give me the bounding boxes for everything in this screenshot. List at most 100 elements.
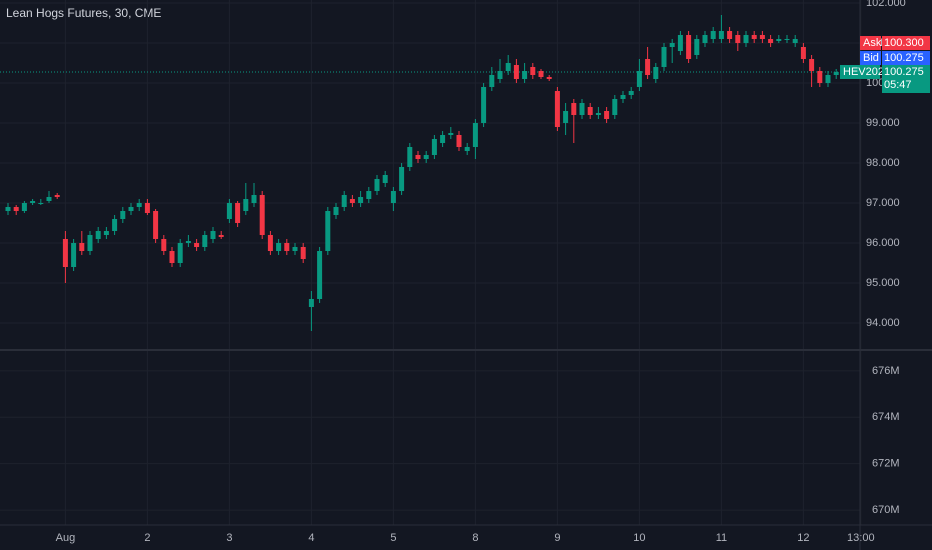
candle-body (759, 35, 765, 39)
candle-body (587, 107, 593, 115)
candle-body (768, 39, 774, 43)
candle-body (71, 243, 77, 267)
x-tick-label: 11 (716, 532, 727, 544)
candle-body (194, 243, 200, 247)
x-tick-label: 10 (633, 532, 645, 544)
y-tick-label: 676M (872, 365, 900, 377)
x-tick-label: 8 (472, 532, 478, 544)
candle-body (95, 231, 101, 239)
candle-body (800, 47, 806, 59)
candle-body (833, 72, 839, 75)
x-tick-label: Aug (56, 532, 76, 544)
candle-body (235, 203, 241, 223)
candle-body (464, 147, 470, 151)
candle-body (825, 75, 831, 83)
candle-body (677, 35, 683, 51)
candle-body (563, 111, 569, 123)
x-tick-label: 2 (144, 532, 150, 544)
candle-body (735, 35, 741, 43)
candle-body (645, 59, 651, 75)
candle-body (202, 235, 208, 247)
candle-body (686, 35, 692, 59)
candle-body (809, 59, 815, 71)
candle-body (538, 71, 544, 77)
candle-body (661, 47, 667, 67)
candle-body (87, 235, 93, 251)
candle-body (136, 203, 142, 207)
candle-body (653, 67, 659, 79)
candle-body (144, 203, 150, 213)
candle-body (440, 135, 446, 143)
y-tick-label: 95.000 (866, 277, 900, 289)
price-tag-name-bg (860, 36, 881, 50)
candle-body (276, 243, 282, 251)
candle-body (177, 243, 183, 263)
candle-body (784, 39, 790, 40)
y-tick-label: 98.000 (866, 157, 900, 169)
candle-body (751, 35, 757, 39)
candle-body (38, 203, 44, 204)
candle-body (374, 179, 380, 191)
candle-body (415, 155, 421, 159)
y-tick-label: 672M (872, 458, 900, 470)
candle-body (243, 199, 249, 211)
price-tag-name-bg (860, 51, 881, 65)
candle-body (612, 99, 618, 115)
candle-body (604, 111, 610, 119)
candle-body (317, 251, 323, 299)
candle-body (390, 191, 396, 203)
candle-body (62, 239, 68, 267)
y-tick-label: 102.000 (866, 0, 906, 9)
candle-body (267, 235, 273, 251)
chart-title: Lean Hogs Futures, 30, CME (6, 6, 161, 20)
candle-body (620, 95, 626, 99)
candle-body (128, 207, 134, 211)
candle-body (546, 77, 552, 79)
candle-body (456, 135, 462, 147)
x-tick-label: 13:00 (847, 532, 875, 544)
candle-body (423, 155, 429, 159)
candle-body (513, 65, 519, 79)
x-tick-label: 9 (554, 532, 560, 544)
candle-body (505, 63, 511, 71)
candle-body (300, 247, 306, 259)
candle-body (79, 243, 85, 251)
symbol-tag-bg (840, 65, 880, 79)
candle-body (727, 31, 733, 39)
candle-body (21, 203, 27, 211)
candle-body (13, 207, 19, 211)
candle-body (399, 167, 405, 191)
x-tick-label: 12 (797, 532, 809, 544)
candle-body (579, 103, 585, 115)
candle-body (46, 197, 52, 201)
candle-body (325, 211, 331, 251)
candle-body (489, 75, 495, 87)
candle-body (481, 87, 487, 123)
candle-body (292, 247, 298, 251)
candle-body (251, 195, 257, 203)
candle-body (112, 219, 118, 231)
candle-body (218, 235, 224, 237)
candle-body (54, 195, 60, 197)
countdown: 05:47 (884, 79, 912, 91)
candle-body (743, 35, 749, 43)
symbol-tag: HEV2022 (843, 66, 890, 78)
candle-body (366, 191, 372, 199)
candle-body (30, 201, 36, 203)
candle-body (530, 67, 536, 75)
candle-body (120, 211, 126, 219)
candle-body (710, 31, 716, 39)
x-tick-label: 3 (226, 532, 232, 544)
candle-body (554, 91, 560, 127)
x-tick-label: 4 (308, 532, 314, 544)
candle-body (636, 71, 642, 87)
candle-body (341, 195, 347, 207)
price-tag-name: Ask (863, 37, 882, 49)
y-tick-label: 94.000 (866, 317, 900, 329)
candle-body (349, 199, 355, 203)
candle-body (595, 113, 601, 115)
price-tag-bg (882, 51, 930, 65)
candle-body (718, 31, 724, 39)
